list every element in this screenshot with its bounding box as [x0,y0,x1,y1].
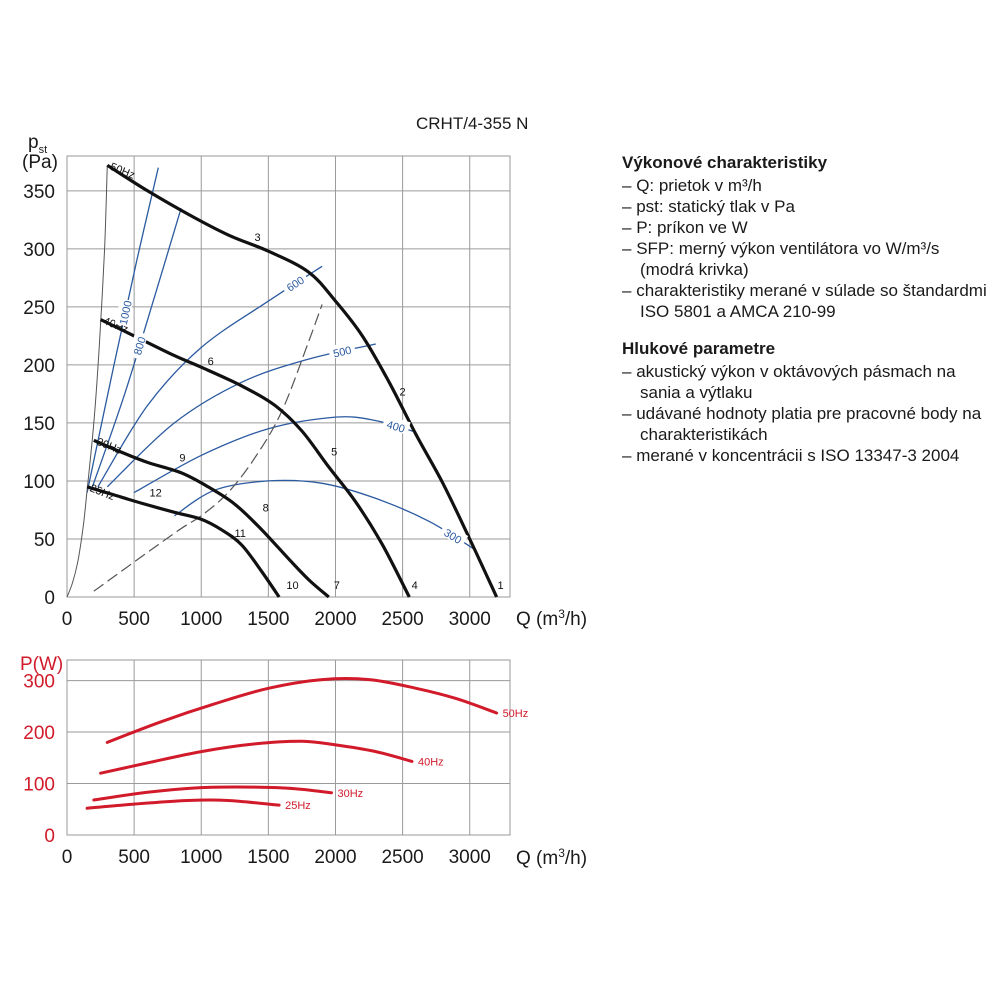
power-curve-label: 40Hz [418,756,444,768]
startup-curve [66,165,108,598]
fan-curve-label: 25Hz [88,482,116,503]
x-axis-title-superscript: 3 [558,846,565,860]
x-axis-title-rest: /h) [565,848,587,869]
y-tick-label: 200 [23,723,55,744]
x-tick-label: 3000 [449,609,491,630]
operating-point-label: 10 [286,580,298,592]
operating-point-label: 5 [331,447,337,459]
operating-point-label: 9 [179,453,185,465]
y-tick-label: 150 [23,414,55,435]
x-tick-label: 2500 [381,609,423,630]
operating-point-label: 4 [412,580,418,592]
y-tick-label: 350 [23,182,55,203]
sfp-curve-label: 400 [385,419,406,436]
x-axis-title: Q (m3/h) [516,607,587,630]
y-axis-title-subscript: st [39,144,48,156]
info-section-title: Výkonové charakteristiky [622,153,828,172]
sfp-curve-300 [174,479,477,552]
sfp-curve-label: 1000 [118,300,135,326]
fan-curve-40Hz [99,318,411,598]
y-tick-label: 0 [44,588,55,609]
sfp-label-bg [114,298,134,327]
x-tick-label: 1000 [180,609,222,630]
power-curve-50Hz [105,676,499,744]
x-axis-title-superscript: 3 [558,607,565,621]
info-item: merané v koncentrácii s ISO 13347-3 2004 [622,445,992,466]
fan-curve-30Hz [93,438,330,599]
power-curve-40Hz [99,739,414,775]
power-curve-30Hz [92,785,333,802]
y-axis-unit: (Pa) [22,152,58,173]
y-tick-label: 100 [23,472,55,493]
sfp-label-bg [382,415,411,435]
x-tick-label: 3000 [449,847,491,868]
x-tick-label: 500 [118,609,150,630]
pressure-chart: 0 500 1000 1500 2000 2500 30000501001502002503… [22,132,587,630]
x-tick-label: 1500 [247,847,289,868]
power-curve-label: 30Hz [337,788,363,800]
y-axis-title: P(W) [20,654,63,675]
x-tick-label: 0 [62,609,73,630]
info-list: akustický výkon v oktávových pásmach na … [622,361,992,466]
sfp-label-bg [279,269,309,295]
info-item: udávané hodnoty platia pre pracovné body… [622,403,992,445]
y-tick-label: 200 [23,356,55,377]
operating-point-label: 6 [208,356,214,368]
info-item: P: príkon ve W [622,217,992,238]
x-tick-label: 500 [118,847,150,868]
info-item: Q: prietok v m³/h [622,175,992,196]
x-tick-label: 2000 [314,847,356,868]
operating-point-label: 3 [255,232,261,244]
sfp-label-bg [128,330,149,360]
info-item: charakteristiky merané v súlade so štand… [622,280,992,322]
operating-point-label: 11 [234,528,245,540]
operating-point-label: 2 [400,386,406,398]
operating-point-label: 12 [149,487,161,499]
y-tick-label: 300 [23,672,55,693]
fan-curve-label: 30Hz [95,436,123,457]
info-item: SFP: merný výkon ventilátora vo W/m³/s (… [622,238,992,280]
fan-curve-label: 50Hz [108,161,136,182]
power-curve-label: 25Hz [285,800,311,812]
info-item: pst: statický tlak v Pa [622,196,992,217]
info-item: akustický výkon v oktávových pásmach na … [622,361,992,403]
fan-curve-25Hz [86,485,281,598]
sfp-curve-label: 500 [332,345,353,361]
power-curve-25Hz [85,798,281,810]
sfp-curve-500 [106,343,376,488]
power-curve-label: 50Hz [503,708,529,720]
sfp-label-bg [439,522,469,548]
fan-curve-50Hz [106,163,499,598]
sfp-label-bg [327,340,356,360]
y-tick-label: 300 [23,240,55,261]
info-section-title: Hlukové parametre [622,339,776,358]
x-tick-label: 2500 [381,847,423,868]
y-tick-label: 50 [34,530,55,551]
info-panel: Výkonové charakteristiky Q: prietok v m³… [622,152,992,482]
sfp-curve-label: 800 [132,336,149,357]
x-tick-label: 1500 [247,609,289,630]
y-tick-label: 250 [23,298,55,319]
system-curve [93,304,323,592]
model-title: CRHT/4-355 N [416,114,529,133]
info-list: Q: prietok v m³/h pst: statický tlak v P… [622,175,992,322]
x-axis-title: Q (m3/h) [516,846,587,869]
x-tick-label: 1000 [180,847,222,868]
x-tick-label: 0 [62,847,73,868]
y-tick-label: 100 [23,775,55,796]
operating-point-label: 7 [334,580,340,592]
x-axis-title-rest: /h) [565,609,587,630]
y-tick-label: 0 [44,826,55,847]
sfp-curve-600 [97,265,323,488]
operating-point-label: 8 [263,502,269,514]
operating-point-label: 1 [498,580,504,592]
x-tick-label: 2000 [314,609,356,630]
